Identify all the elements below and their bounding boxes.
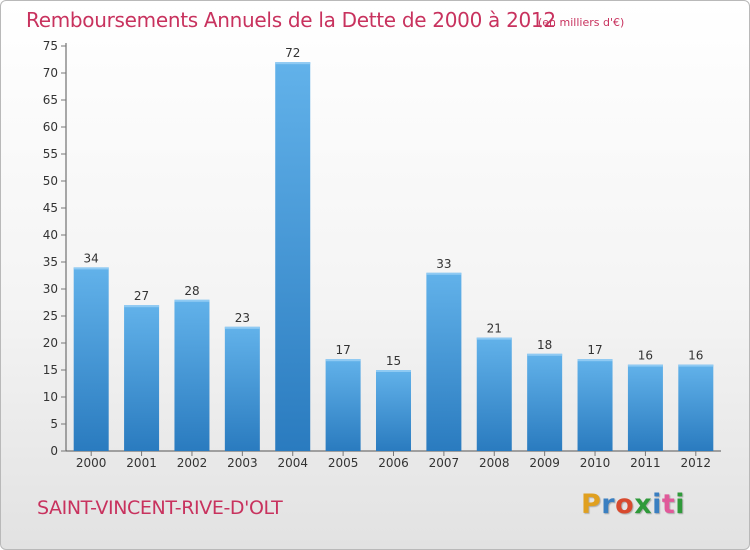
y-tick-label: 20 bbox=[43, 336, 58, 350]
x-tick-label: 2007 bbox=[429, 456, 460, 470]
logo-letter: P bbox=[581, 489, 602, 520]
y-tick-label: 30 bbox=[43, 282, 58, 296]
x-tick-label: 2008 bbox=[479, 456, 510, 470]
bar bbox=[426, 272, 462, 451]
bar-top-highlight bbox=[174, 299, 210, 302]
bar-value-label: 16 bbox=[688, 349, 703, 363]
bar-top-highlight bbox=[627, 364, 663, 367]
logo-letter: t bbox=[661, 489, 676, 520]
chart-subtitle: (en milliers d'€) bbox=[538, 16, 625, 29]
bar-value-label: 15 bbox=[386, 354, 401, 368]
x-tick-label: 2011 bbox=[630, 456, 661, 470]
bar-value-label: 34 bbox=[84, 251, 99, 265]
bar-top-highlight bbox=[124, 305, 160, 308]
bar-top-highlight bbox=[275, 62, 311, 65]
y-tick-label: 5 bbox=[50, 417, 58, 431]
bar-top-highlight bbox=[325, 359, 361, 362]
city-name: SAINT-VINCENT-RIVE-D'OLT bbox=[37, 497, 283, 519]
logo-letter: i bbox=[652, 489, 662, 520]
x-tick-label: 2002 bbox=[177, 456, 208, 470]
x-tick-label: 2003 bbox=[227, 456, 258, 470]
bar bbox=[275, 62, 311, 451]
logo-letter: r bbox=[601, 489, 616, 520]
y-tick-label: 50 bbox=[43, 174, 58, 188]
x-tick-label: 2001 bbox=[126, 456, 157, 470]
logo-letter: x bbox=[634, 489, 653, 520]
bar bbox=[577, 359, 613, 451]
y-tick-label: 45 bbox=[43, 201, 58, 215]
bar-value-label: 27 bbox=[134, 289, 149, 303]
y-tick-label: 40 bbox=[43, 228, 58, 242]
y-tick-label: 55 bbox=[43, 147, 58, 161]
bar-value-label: 21 bbox=[487, 322, 502, 336]
logo-letter: o bbox=[615, 489, 635, 520]
x-tick-label: 2012 bbox=[681, 456, 712, 470]
x-tick-label: 2005 bbox=[328, 456, 359, 470]
x-tick-label: 2006 bbox=[378, 456, 409, 470]
bar bbox=[627, 364, 663, 451]
bar bbox=[376, 370, 411, 451]
bar-value-label: 17 bbox=[587, 343, 602, 357]
y-tick-label: 65 bbox=[43, 93, 58, 107]
bar bbox=[124, 305, 160, 451]
bar bbox=[476, 337, 512, 451]
bar-value-label: 33 bbox=[436, 257, 451, 271]
y-tick-label: 15 bbox=[43, 363, 58, 377]
x-tick-label: 2009 bbox=[529, 456, 560, 470]
proxiti-logo: Proxiti bbox=[581, 489, 685, 520]
bar-value-label: 72 bbox=[285, 46, 300, 60]
bar-top-highlight bbox=[224, 326, 260, 329]
bar-top-highlight bbox=[426, 272, 462, 275]
y-tick-label: 25 bbox=[43, 309, 58, 323]
bar-top-highlight bbox=[527, 353, 563, 356]
bar-value-label: 17 bbox=[335, 343, 350, 357]
bar-top-highlight bbox=[678, 364, 714, 367]
bar bbox=[174, 299, 210, 451]
y-tick-label: 70 bbox=[43, 66, 58, 80]
x-tick-label: 2010 bbox=[580, 456, 611, 470]
bar-value-label: 16 bbox=[638, 349, 653, 363]
bar-value-label: 28 bbox=[184, 284, 199, 298]
x-tick-label: 2004 bbox=[277, 456, 308, 470]
y-tick-label: 75 bbox=[43, 39, 58, 53]
bar bbox=[224, 326, 260, 451]
bar-top-highlight bbox=[73, 267, 109, 270]
y-tick-label: 0 bbox=[50, 444, 58, 458]
y-tick-label: 35 bbox=[43, 255, 58, 269]
bar-top-highlight bbox=[476, 337, 512, 340]
bar bbox=[73, 267, 109, 451]
logo-letter: i bbox=[675, 489, 686, 520]
bar bbox=[678, 364, 714, 451]
x-tick-label: 2000 bbox=[76, 456, 107, 470]
bar-top-highlight bbox=[376, 370, 411, 372]
y-tick-label: 60 bbox=[43, 120, 58, 134]
bar bbox=[325, 359, 361, 451]
bar-value-label: 23 bbox=[235, 311, 250, 325]
chart-title: Remboursements Annuels de la Dette de 20… bbox=[26, 8, 556, 32]
bar-top-highlight bbox=[577, 359, 613, 362]
bar-value-label: 18 bbox=[537, 338, 552, 352]
bar bbox=[527, 353, 563, 451]
y-tick-label: 10 bbox=[43, 390, 58, 404]
